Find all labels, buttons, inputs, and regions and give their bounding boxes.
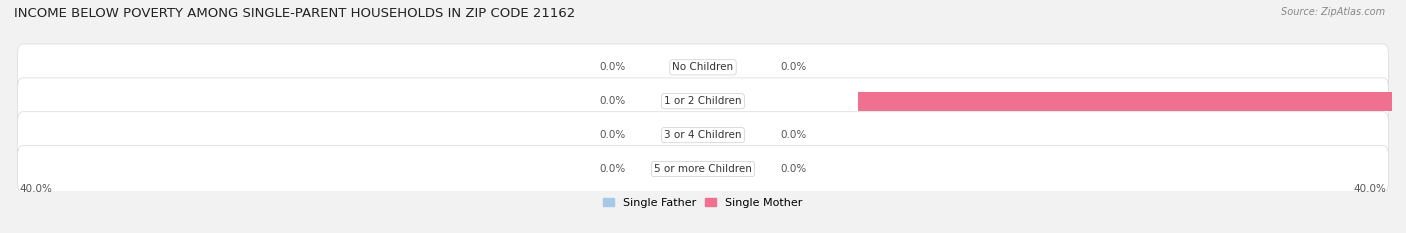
Text: 3 or 4 Children: 3 or 4 Children: [664, 130, 742, 140]
Text: 0.0%: 0.0%: [780, 164, 807, 174]
Text: 0.0%: 0.0%: [599, 62, 626, 72]
Text: No Children: No Children: [672, 62, 734, 72]
Text: 0.0%: 0.0%: [599, 130, 626, 140]
Text: 5 or more Children: 5 or more Children: [654, 164, 752, 174]
Text: Source: ZipAtlas.com: Source: ZipAtlas.com: [1281, 7, 1385, 17]
Legend: Single Father, Single Mother: Single Father, Single Mother: [599, 193, 807, 212]
Text: INCOME BELOW POVERTY AMONG SINGLE-PARENT HOUSEHOLDS IN ZIP CODE 21162: INCOME BELOW POVERTY AMONG SINGLE-PARENT…: [14, 7, 575, 20]
FancyBboxPatch shape: [17, 78, 1389, 125]
Text: 0.0%: 0.0%: [780, 130, 807, 140]
FancyBboxPatch shape: [17, 44, 1389, 91]
FancyBboxPatch shape: [17, 146, 1389, 192]
Text: 0.0%: 0.0%: [599, 96, 626, 106]
Text: 0.0%: 0.0%: [599, 164, 626, 174]
Text: 0.0%: 0.0%: [780, 62, 807, 72]
Text: 40.0%: 40.0%: [20, 184, 52, 194]
Text: 1 or 2 Children: 1 or 2 Children: [664, 96, 742, 106]
Bar: [858, 92, 1406, 111]
FancyBboxPatch shape: [17, 112, 1389, 158]
Text: 40.0%: 40.0%: [1354, 184, 1386, 194]
